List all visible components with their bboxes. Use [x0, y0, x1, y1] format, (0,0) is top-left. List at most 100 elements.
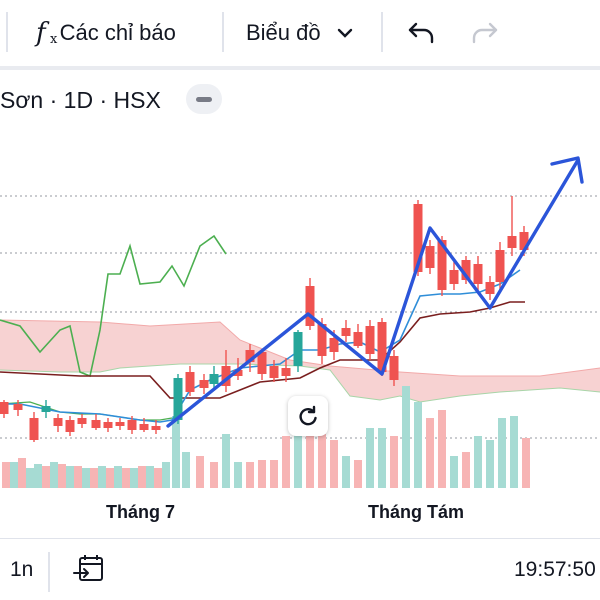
volume-bar: [130, 468, 138, 488]
volume-bar: [210, 462, 218, 488]
redo-icon: [472, 22, 498, 44]
volume-bar: [10, 462, 18, 488]
volume-bar: [26, 468, 34, 488]
minus-icon: [196, 96, 212, 102]
collapse-legend-button[interactable]: [186, 84, 222, 114]
x-axis-label-august: Tháng Tám: [368, 502, 465, 522]
volume-bar: [450, 456, 458, 488]
candle-body: [329, 338, 339, 352]
candle-body: [425, 246, 435, 268]
volume-bar: [74, 466, 82, 488]
candle-body: [209, 374, 219, 384]
toolbar-separator: [222, 12, 224, 52]
volume-bar: [82, 468, 90, 488]
drawn-arrow-head: [550, 156, 584, 184]
volume-bar: [318, 434, 326, 488]
candle-body: [41, 406, 51, 412]
reset-chart-button[interactable]: [288, 396, 328, 436]
candle-body: [317, 324, 327, 356]
volume-bar: [162, 462, 170, 488]
candle-body: [199, 380, 209, 388]
candle-body: [269, 366, 279, 378]
undo-icon: [408, 22, 434, 44]
candle-body: [65, 420, 75, 432]
volume-bar: [438, 410, 446, 488]
symbol-legend[interactable]: Sơn · 1D · HSX: [0, 84, 161, 116]
candle-body: [139, 424, 149, 430]
chart-type-button[interactable]: Biểu đồ: [246, 0, 355, 66]
volume-bar: [390, 436, 398, 488]
volume-bar: [106, 468, 114, 488]
volume-bar: [34, 464, 42, 488]
symbol-text: Sơn · 1D · HSX: [0, 86, 161, 113]
drawn-trend-line: [166, 158, 580, 428]
candle-body: [389, 356, 399, 380]
volume-bar: [426, 418, 434, 488]
candle-body: [103, 422, 113, 428]
candle-body: [461, 260, 471, 280]
base-line: [0, 301, 525, 399]
candle-body: [305, 286, 315, 326]
chart-type-label: Biểu đồ: [246, 20, 321, 45]
volume-bar: [282, 436, 290, 488]
conversion-line: [0, 269, 521, 423]
toolbar-divider: [0, 66, 600, 70]
volume-bar: [366, 428, 374, 488]
candle-body: [495, 250, 505, 282]
candle-body: [233, 370, 243, 376]
volume-bar: [90, 468, 98, 488]
volume-bar: [50, 462, 58, 488]
candle-body: [115, 422, 125, 426]
candle-body: [13, 404, 23, 410]
bottom-divider: [0, 538, 600, 539]
volume-bar: [378, 428, 386, 488]
volume-bar: [172, 416, 180, 488]
candle-body: [377, 322, 387, 372]
volume-bar: [146, 466, 154, 488]
undo-button[interactable]: [404, 0, 438, 66]
candle-body: [353, 332, 363, 346]
candle-body: [341, 328, 351, 336]
volume-bar: [330, 440, 338, 488]
volume-bar: [522, 438, 530, 488]
candle-body: [413, 204, 423, 272]
volume-bar: [66, 466, 74, 488]
volume-bar: [354, 460, 362, 488]
volume-bar: [474, 436, 482, 488]
volume-bar: [306, 400, 314, 488]
candle-body: [29, 418, 39, 440]
volume-bar: [342, 456, 350, 488]
go-to-date-icon[interactable]: [72, 552, 106, 586]
toolbar-separator: [6, 12, 8, 52]
volume-bar: [258, 460, 266, 488]
toolbar-separator: [381, 12, 383, 52]
volume-bar: [138, 466, 146, 488]
volume-bar: [58, 464, 66, 488]
volume-bar: [462, 452, 470, 488]
volume-bar: [294, 432, 302, 488]
candle-body: [151, 426, 161, 430]
volume-bar: [234, 462, 242, 488]
candle-body: [449, 270, 459, 284]
volume-bar: [42, 466, 50, 488]
volume-bar: [270, 460, 278, 488]
candle-body: [365, 326, 375, 354]
candle-body: [257, 352, 267, 374]
redo-button[interactable]: [468, 0, 502, 66]
candle-body: [507, 236, 517, 248]
interval-button[interactable]: 1n: [10, 558, 34, 581]
reset-icon: [299, 405, 317, 426]
volume-bar: [2, 462, 10, 488]
candle-body: [0, 402, 9, 414]
price-chart[interactable]: [0, 70, 600, 540]
candle-body: [53, 418, 63, 426]
volume-bar: [114, 466, 122, 488]
candle-body: [91, 420, 101, 428]
toolbar-separator: [48, 552, 50, 592]
candle-body: [473, 264, 483, 284]
bottom-toolbar: 1n 19:57:50: [0, 540, 600, 600]
candle-body: [485, 282, 495, 294]
candle-body: [127, 420, 137, 430]
